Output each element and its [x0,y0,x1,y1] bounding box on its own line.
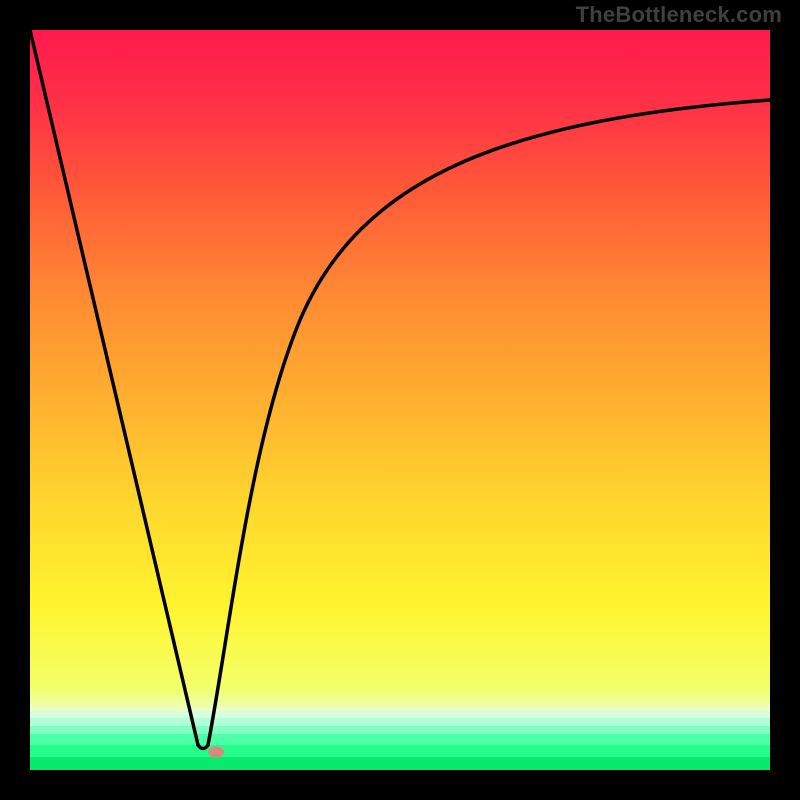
watermark-text: TheBottleneck.com [576,2,782,28]
chart-container: TheBottleneck.com [0,0,800,800]
bottleneck-marker [208,747,224,758]
plot-area [30,30,770,770]
curve-layer [30,30,770,770]
